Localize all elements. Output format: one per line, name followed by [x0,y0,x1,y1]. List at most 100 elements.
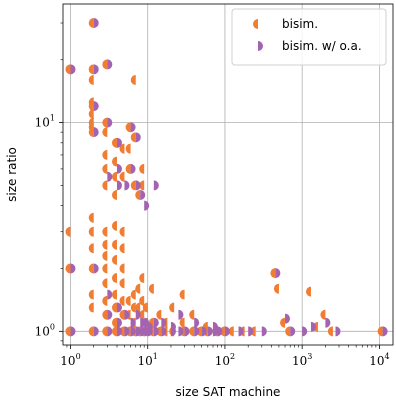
data-point-series-1 [153,180,159,191]
data-point-series-0 [119,171,125,182]
data-point-series-0 [111,137,117,148]
y-tick-label: 100 [35,322,55,338]
legend: bisim. bisim. w/ o.a. [231,8,387,66]
data-point-series-1 [147,326,153,337]
data-point-series-1 [325,317,331,328]
data-point-series-0 [169,302,175,313]
data-point-series-1 [290,326,296,337]
data-point-series-0 [111,220,117,231]
data-point-series-1 [93,101,99,112]
data-point-series-0 [135,283,141,294]
data-point-series-1 [116,317,122,328]
data-point-series-0 [280,317,286,328]
data-point-series-0 [111,171,117,182]
data-point-series-1 [116,163,122,174]
data-point-series-0 [125,122,131,133]
data-point-series-1 [130,163,136,174]
data-point-series-0 [88,74,94,85]
data-point-series-0 [111,273,117,284]
data-point-series-1 [107,289,113,300]
data-point-series-1 [93,18,99,29]
legend-marker-shape [253,19,258,29]
data-point-series-1 [310,321,316,332]
data-point-series-0 [88,243,94,254]
data-point-series-0 [111,317,117,328]
data-point-series-0 [119,278,125,289]
data-point-series-1 [70,263,76,274]
data-point-series-0 [102,127,108,138]
data-point-series-1 [194,317,200,328]
data-point-series-1 [107,117,113,128]
legend-marker-bisim [253,19,258,29]
data-point-series-1 [178,309,184,320]
data-point-series-0 [130,74,136,85]
data-point-series-1 [140,189,146,200]
data-point-series-0 [102,263,108,274]
data-point-series-1 [130,122,136,133]
data-point-series-1 [93,326,99,337]
y-axis-label: size ratio [5,147,19,202]
data-point-series-0 [377,326,383,337]
data-point-series-0 [125,163,131,174]
axis-ticks: 100 101 102 103 104 100 101 [35,22,390,368]
data-point-series-1 [201,326,207,337]
data-point-series-1 [153,317,159,328]
data-point-series-1 [285,313,291,324]
data-point-series-0 [111,156,117,167]
data-point-series-0 [102,309,108,320]
data-point-series-0 [88,127,94,138]
data-point-series-0 [102,226,108,237]
data-point-series-0 [88,263,94,274]
data-point-series-1 [275,268,281,279]
data-point-series-1 [212,326,218,337]
data-point-series-1 [107,59,113,70]
data-point-series-1 [135,326,141,337]
data-point-series-1 [70,326,76,337]
data-point-series-0 [111,254,117,265]
data-point-series-1 [178,326,184,337]
data-point-series-0 [119,263,125,274]
data-point-series-0 [305,286,311,297]
data-point-series-0 [102,180,108,191]
x-tick-label: 102 [215,352,235,368]
data-point-series-0 [88,226,94,237]
data-point-series-0 [88,108,94,119]
data-point-series-0 [102,278,108,289]
data-point-series-1 [135,180,141,191]
data-point-series-0 [65,263,71,274]
data-point-series-1 [140,317,146,328]
data-point-series-0 [88,101,94,112]
data-point-series-0 [139,309,145,320]
data-point-series-1 [93,127,99,138]
data-point-series-0 [130,132,136,143]
data-point-series-1 [135,309,141,320]
data-point-series-0 [228,326,234,337]
data-point-series-1 [161,326,167,337]
data-point-series-0 [102,59,108,70]
data-point-series-0 [270,268,276,279]
data-point-series-0 [156,309,162,320]
data-point-series-1 [238,326,244,337]
legend-label-bisim-oa: bisim. w/ o.a. [282,39,362,53]
data-point-series-1 [207,326,213,337]
data-point-series-0 [148,283,154,294]
data-point-series-1 [116,326,122,337]
data-point-series-1 [248,326,254,337]
x-axis-label: size SAT machine [176,385,281,399]
data-point-series-0 [88,212,94,223]
data-point-series-0 [119,295,125,306]
data-point-series-1 [124,326,130,337]
data-point-series-1 [130,317,136,328]
data-point-series-1 [116,180,122,191]
x-tick-label: 101 [138,352,158,368]
data-point-series-0 [111,289,117,300]
data-point-series-0 [102,149,108,160]
data-point-series-0 [88,64,94,75]
data-point-series-0 [111,239,117,250]
data-point-series-1 [124,180,130,191]
legend-label-bisim: bisim. [282,17,318,31]
data-point-series-0 [65,326,71,337]
data-point-series-1 [70,64,76,75]
y-tick-label: 101 [35,114,55,130]
